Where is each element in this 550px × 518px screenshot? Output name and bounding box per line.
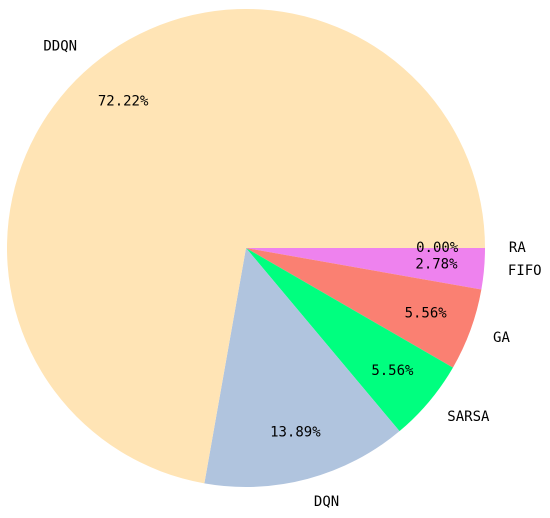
slice-percent-label: 13.89% — [270, 425, 321, 441]
slice-category-label: GA — [493, 330, 510, 346]
slice-percent-label: 2.78% — [415, 257, 458, 273]
slice-category-label: RA — [509, 240, 526, 256]
pie-slice — [246, 248, 485, 290]
slice-category-label: DDQN — [43, 39, 77, 55]
slice-percent-label: 0.00% — [416, 240, 459, 256]
pie-slice — [246, 248, 482, 368]
pie-slice — [246, 248, 453, 432]
pie-slice — [7, 9, 486, 484]
slice-category-label: FIFO — [508, 263, 542, 279]
slice-percent-label: 5.56% — [371, 363, 414, 379]
slice-category-label: SARSA — [447, 409, 490, 425]
pie-slice — [204, 248, 400, 487]
slice-category-label: DQN — [314, 494, 339, 510]
slice-percent-label: 5.56% — [405, 305, 448, 321]
slice-percent-label: 72.22% — [98, 93, 149, 109]
